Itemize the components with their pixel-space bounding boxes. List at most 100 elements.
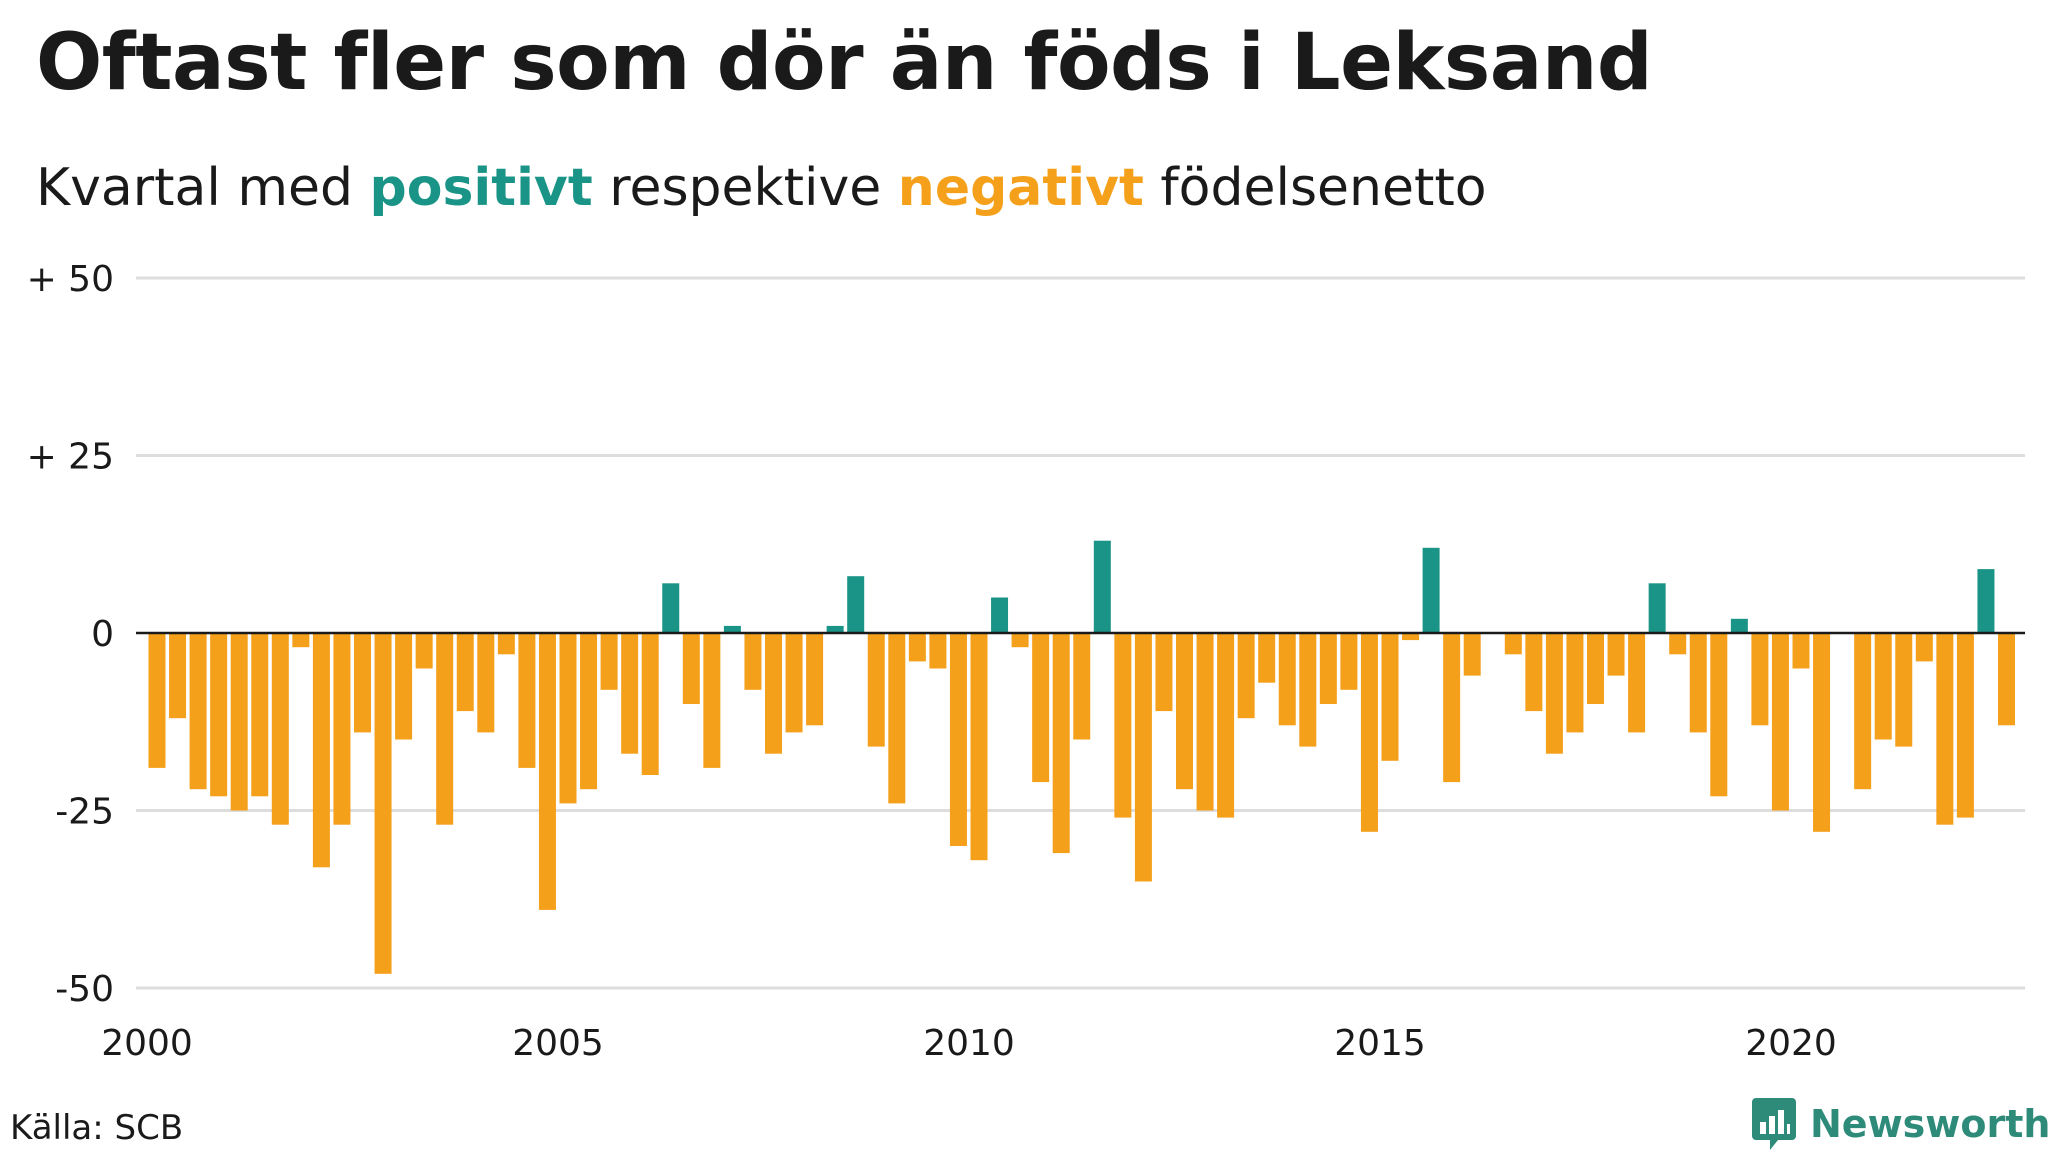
bar (251, 633, 269, 797)
bar (538, 633, 556, 910)
bar (1360, 633, 1378, 832)
bar (1525, 633, 1543, 712)
bar (559, 633, 577, 804)
bar (1628, 633, 1646, 733)
bar (1196, 633, 1214, 811)
subtitle-positive: positivt (369, 158, 593, 218)
bar (1319, 633, 1337, 704)
chart-title: Oftast fler som dör än föds i Leksand (36, 18, 1653, 108)
subtitle-prefix: Kvartal med (36, 158, 370, 218)
bar (1566, 633, 1584, 733)
bar (785, 633, 803, 733)
bar (1381, 633, 1399, 761)
bar (744, 633, 762, 690)
bar (1504, 633, 1522, 655)
bar (1730, 618, 1748, 633)
x-tick-label: 2010 (923, 1023, 1015, 1064)
bar (1340, 633, 1358, 690)
y-tick-label: + 50 (27, 259, 114, 300)
bar (169, 633, 187, 719)
bar (826, 625, 844, 633)
bar (682, 633, 700, 704)
x-tick-label: 2000 (101, 1023, 193, 1064)
bar (1874, 633, 1892, 740)
bar (662, 583, 680, 633)
x-tick-label: 2005 (512, 1023, 604, 1064)
bar (888, 633, 906, 804)
source-label: Källa: SCB (10, 1108, 184, 1148)
y-tick-label: -25 (55, 792, 114, 833)
bar (477, 633, 495, 733)
bar (374, 633, 392, 974)
bar (1936, 633, 1954, 825)
bar (271, 633, 289, 825)
bar (1443, 633, 1461, 783)
bar (1073, 633, 1091, 740)
bar (436, 633, 454, 825)
bar (1710, 633, 1728, 797)
bar (621, 633, 639, 754)
bar (580, 633, 598, 790)
bar (1915, 633, 1933, 662)
y-tick-label: + 25 (27, 437, 114, 478)
bar (497, 633, 515, 655)
x-tick-label: 2020 (1745, 1023, 1837, 1064)
bar (1956, 633, 1974, 818)
y-axis-labels: + 50 + 25 0 -25 -50 (27, 259, 114, 1010)
bar (415, 633, 433, 669)
bar (1587, 633, 1604, 704)
bar (1052, 633, 1070, 854)
subtitle-suffix: födelsenetto (1143, 158, 1487, 218)
x-axis-labels: 2000 2005 2010 2015 2020 (101, 1023, 1837, 1064)
bar (867, 633, 885, 747)
bar (1792, 633, 1810, 669)
bar (970, 633, 988, 861)
bar (518, 633, 536, 768)
bar (1669, 633, 1687, 655)
bar (456, 633, 474, 712)
bar (908, 633, 926, 662)
bar (1299, 633, 1317, 747)
bar (1895, 633, 1913, 747)
bar (1607, 633, 1625, 676)
bar (230, 633, 248, 811)
bar (723, 625, 741, 633)
bar (949, 633, 967, 846)
bar (1258, 633, 1276, 683)
bar (847, 576, 865, 633)
bar (1402, 633, 1420, 641)
bar (929, 633, 947, 669)
bar (1217, 633, 1235, 818)
bar (1155, 633, 1173, 712)
newsworthy-logo-icon (1752, 1098, 1796, 1150)
bar (1854, 633, 1872, 790)
y-tick-label: -50 (55, 969, 114, 1010)
bar (806, 633, 824, 726)
bar (189, 633, 207, 790)
newsworthy-logo: Newsworthy (1752, 1098, 2048, 1150)
subtitle-middle: respektive (592, 158, 898, 218)
bar-chart: + 50 + 25 0 -25 -50 2000 2005 2010 2015 2020 (27, 259, 2025, 1064)
bar (148, 633, 166, 768)
bar (641, 633, 659, 775)
bar (1545, 633, 1563, 754)
bar (395, 633, 413, 740)
bar (1771, 633, 1789, 811)
bar (600, 633, 618, 690)
bar (765, 633, 782, 754)
bar (1011, 633, 1029, 648)
bar (292, 633, 310, 648)
bar (1093, 540, 1111, 633)
bar (1998, 633, 2015, 726)
bar (210, 633, 228, 797)
bar (1813, 633, 1831, 832)
bar (1977, 569, 1995, 633)
bar (991, 597, 1009, 633)
brand-name: Newsworthy (1810, 1102, 2048, 1146)
subtitle-negative: negativt (897, 158, 1144, 218)
bar (1422, 547, 1440, 633)
bar (1176, 633, 1193, 790)
bar (1278, 633, 1296, 726)
bar (1751, 633, 1769, 726)
bar (1463, 633, 1481, 676)
